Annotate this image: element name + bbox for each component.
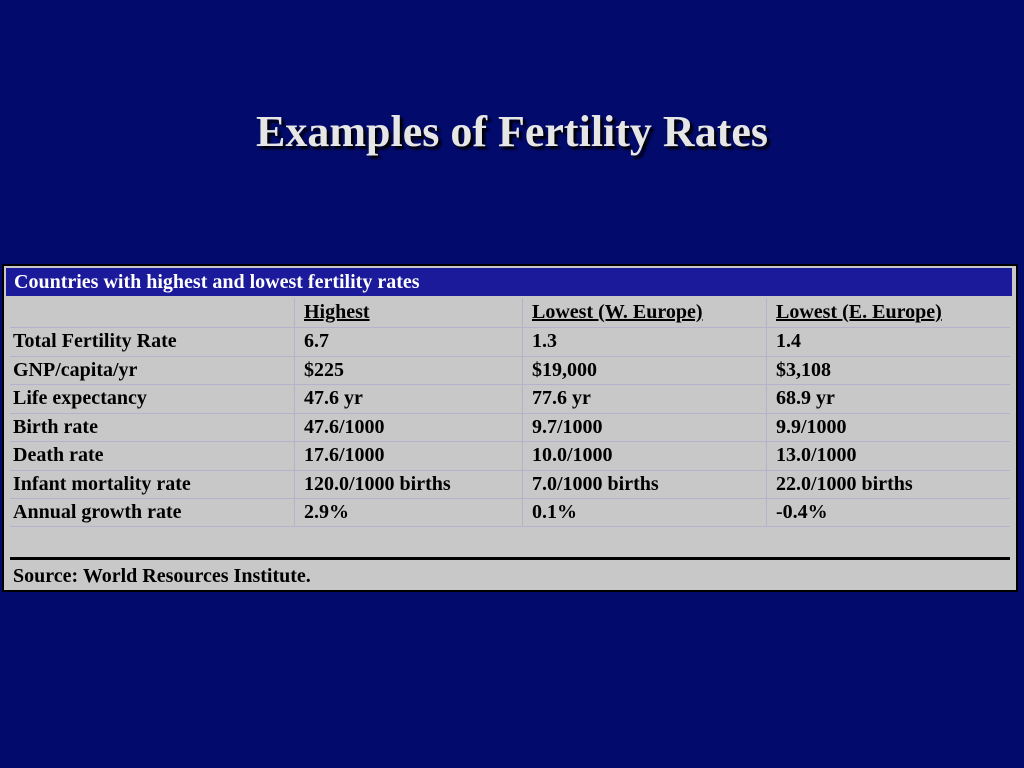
source-divider bbox=[10, 557, 1010, 560]
cell-lowest-east: $3,108 bbox=[776, 359, 831, 381]
table-caption: Countries with highest and lowest fertil… bbox=[6, 268, 1012, 296]
row-divider bbox=[10, 441, 1010, 442]
cell-lowest-west: 77.6 yr bbox=[532, 387, 591, 409]
row-divider bbox=[10, 470, 1010, 471]
cell-lowest-west: $19,000 bbox=[532, 359, 597, 381]
row-label: Infant mortality rate bbox=[13, 473, 191, 495]
slide-title: Examples of Fertility Rates bbox=[256, 107, 768, 156]
row-label: Death rate bbox=[13, 444, 104, 466]
row-label: Birth rate bbox=[13, 416, 98, 438]
column-divider bbox=[522, 298, 523, 526]
column-header-lowest-east: Lowest (E. Europe) bbox=[776, 301, 942, 323]
cell-lowest-east: 1.4 bbox=[776, 330, 801, 352]
row-divider bbox=[10, 327, 1010, 328]
cell-lowest-west: 7.0/1000 births bbox=[532, 473, 659, 495]
cell-highest: $225 bbox=[304, 359, 344, 381]
row-divider bbox=[10, 356, 1010, 357]
cell-lowest-east: 22.0/1000 births bbox=[776, 473, 913, 495]
source-note: Source: World Resources Institute. bbox=[13, 565, 311, 587]
row-divider bbox=[10, 384, 1010, 385]
cell-lowest-west: 0.1% bbox=[532, 501, 577, 523]
column-header-highest: Highest bbox=[304, 301, 370, 323]
cell-lowest-west: 1.3 bbox=[532, 330, 557, 352]
cell-lowest-west: 9.7/1000 bbox=[532, 416, 603, 438]
cell-lowest-east: 9.9/1000 bbox=[776, 416, 847, 438]
row-label: Annual growth rate bbox=[13, 501, 182, 523]
cell-highest: 120.0/1000 births bbox=[304, 473, 451, 495]
row-divider bbox=[10, 413, 1010, 414]
row-label: Life expectancy bbox=[13, 387, 147, 409]
fertility-table: Countries with highest and lowest fertil… bbox=[2, 264, 1018, 592]
column-divider bbox=[766, 298, 767, 526]
row-label: Total Fertility Rate bbox=[13, 330, 177, 352]
cell-lowest-east: 68.9 yr bbox=[776, 387, 835, 409]
cell-highest: 2.9% bbox=[304, 501, 349, 523]
cell-lowest-west: 10.0/1000 bbox=[532, 444, 613, 466]
row-divider bbox=[10, 498, 1010, 499]
row-label: GNP/capita/yr bbox=[13, 359, 138, 381]
cell-highest: 17.6/1000 bbox=[304, 444, 385, 466]
cell-highest: 6.7 bbox=[304, 330, 329, 352]
cell-highest: 47.6/1000 bbox=[304, 416, 385, 438]
row-divider bbox=[10, 526, 1010, 527]
cell-highest: 47.6 yr bbox=[304, 387, 363, 409]
column-header-lowest-west: Lowest (W. Europe) bbox=[532, 301, 703, 323]
cell-lowest-east: 13.0/1000 bbox=[776, 444, 857, 466]
column-divider bbox=[294, 298, 295, 526]
cell-lowest-east: -0.4% bbox=[776, 501, 828, 523]
